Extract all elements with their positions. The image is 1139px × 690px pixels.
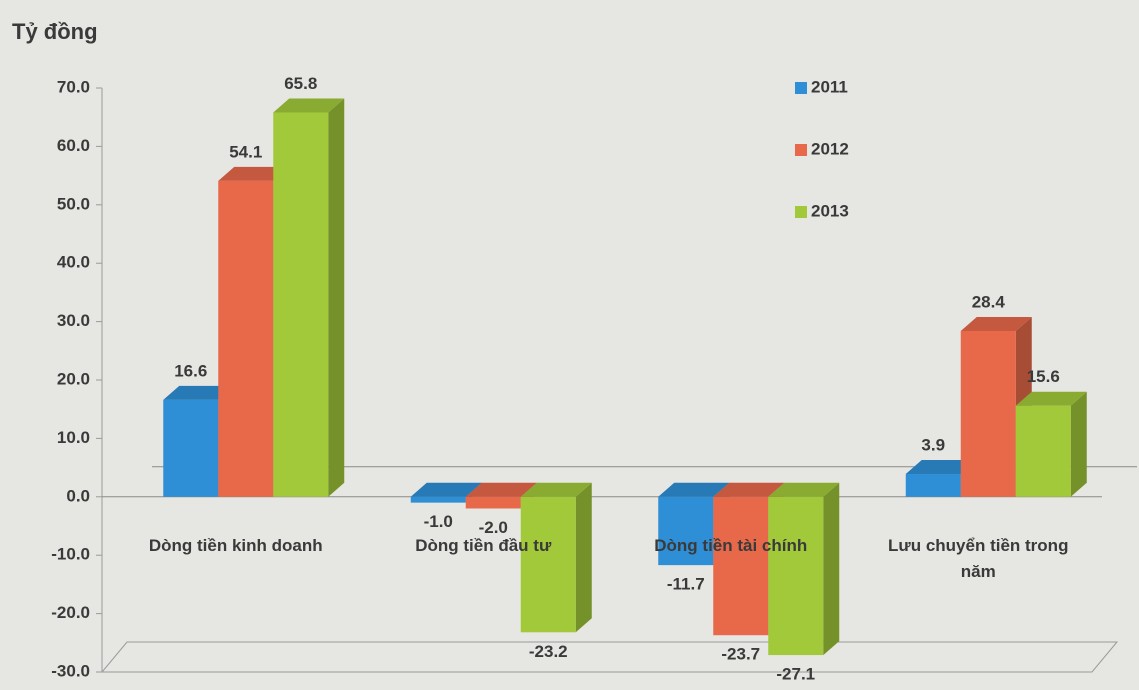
bar-side bbox=[823, 482, 840, 656]
bar-top bbox=[905, 460, 977, 475]
value-label: -1.0 bbox=[424, 512, 453, 531]
bar-top bbox=[410, 482, 482, 497]
y-tick-label: 20.0 bbox=[57, 369, 90, 388]
y-tick-label: 40.0 bbox=[57, 253, 90, 272]
y-tick-label: 0.0 bbox=[66, 486, 90, 505]
value-label: 28.4 bbox=[972, 292, 1006, 311]
bar-top bbox=[768, 482, 840, 497]
legend-label: 2012 bbox=[811, 139, 849, 158]
legend-label: 2013 bbox=[811, 201, 849, 220]
bar bbox=[1015, 391, 1087, 497]
bar-front bbox=[520, 496, 576, 633]
bar-front bbox=[713, 496, 769, 636]
bar-front bbox=[768, 496, 824, 656]
bar bbox=[520, 482, 592, 633]
bar-front bbox=[905, 474, 961, 497]
value-label: 65.8 bbox=[284, 74, 317, 93]
legend-swatch bbox=[795, 144, 807, 156]
value-label: -23.2 bbox=[529, 642, 568, 661]
x-tick-label: Dòng tiền đầu tư bbox=[415, 535, 552, 555]
bar-front bbox=[273, 112, 329, 497]
floor bbox=[100, 641, 1119, 673]
bar-top bbox=[658, 482, 730, 497]
y-tick-label: -20.0 bbox=[51, 603, 90, 622]
y-axis-label: Tỷ đồng bbox=[12, 19, 98, 44]
bar bbox=[273, 98, 345, 497]
bar-side bbox=[328, 98, 345, 497]
bar bbox=[658, 482, 730, 566]
y-tick-label: -30.0 bbox=[51, 661, 90, 680]
x-tick-label: Dòng tiền kinh doanh bbox=[148, 535, 323, 555]
y-tick-label: 70.0 bbox=[57, 77, 90, 96]
x-tick-label: Dòng tiền tài chính bbox=[654, 535, 808, 555]
bar-top bbox=[520, 482, 592, 497]
bar-front bbox=[1015, 405, 1071, 497]
value-label: 3.9 bbox=[921, 436, 945, 455]
value-label: 54.1 bbox=[229, 142, 262, 161]
bar-front bbox=[163, 399, 219, 497]
bar-top bbox=[465, 482, 537, 497]
legend-swatch bbox=[795, 206, 807, 218]
y-tick-label: -10.0 bbox=[51, 545, 90, 564]
bar-side bbox=[1070, 391, 1087, 497]
bar-top bbox=[713, 482, 785, 497]
bar-front bbox=[218, 180, 274, 497]
value-label: 15.6 bbox=[1027, 367, 1060, 386]
bar-front bbox=[960, 330, 1016, 497]
bar-front bbox=[658, 496, 714, 566]
legend-label: 2011 bbox=[811, 77, 848, 96]
value-label: -23.7 bbox=[721, 645, 760, 664]
bar-front bbox=[410, 496, 466, 503]
value-label: -27.1 bbox=[776, 665, 815, 684]
bar-top bbox=[273, 98, 345, 113]
bar-side bbox=[575, 482, 592, 633]
y-tick-label: 50.0 bbox=[57, 194, 90, 213]
legend-swatch bbox=[795, 82, 807, 94]
y-tick-label: 30.0 bbox=[57, 311, 90, 330]
x-tick-label: Lưu chuyển tiền trong năm bbox=[888, 535, 1069, 581]
value-label: -2.0 bbox=[479, 518, 508, 537]
bar-top bbox=[1015, 391, 1087, 406]
value-label: 16.6 bbox=[174, 361, 207, 380]
bar-front bbox=[465, 496, 521, 509]
y-tick-label: 10.0 bbox=[57, 428, 90, 447]
bar bbox=[768, 482, 840, 656]
y-tick-label: 60.0 bbox=[57, 136, 90, 155]
bar-top bbox=[218, 166, 290, 181]
value-label: -11.7 bbox=[667, 575, 705, 594]
bar-top bbox=[163, 385, 235, 400]
bar-top bbox=[960, 316, 1032, 331]
